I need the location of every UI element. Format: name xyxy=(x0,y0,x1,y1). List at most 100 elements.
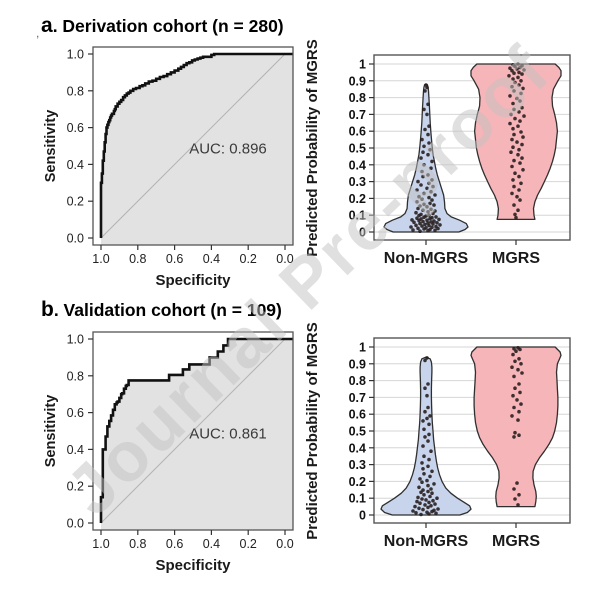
data-dot xyxy=(519,91,523,96)
data-dot xyxy=(517,357,521,361)
data-dot xyxy=(425,218,429,222)
data-dot xyxy=(419,183,423,187)
data-dot xyxy=(516,367,520,372)
data-dot xyxy=(516,62,520,66)
x-tick-label: 0.6 xyxy=(166,537,183,551)
data-dot xyxy=(423,386,427,391)
panel-b-title-text: . Validation cohort (n = 109) xyxy=(53,300,282,320)
data-dot xyxy=(415,188,419,192)
category-label-mgrs: MGRS xyxy=(492,533,540,550)
data-dot xyxy=(421,507,425,512)
data-dot xyxy=(431,184,435,189)
y-tick-label: 1.0 xyxy=(67,48,84,62)
data-dot xyxy=(426,489,430,494)
data-dot xyxy=(518,390,522,395)
data-dot xyxy=(421,419,425,423)
data-dot xyxy=(508,66,512,70)
roc-curve xyxy=(99,52,293,238)
y-tick-label: 0.3 xyxy=(349,175,366,189)
y-tick-label: 0.9 xyxy=(349,357,366,371)
data-dot xyxy=(427,141,431,145)
stray-mark: , xyxy=(36,26,40,40)
data-dot xyxy=(511,352,515,357)
data-dot xyxy=(416,226,420,231)
data-dot xyxy=(521,168,525,172)
data-dot xyxy=(419,156,423,160)
data-dot xyxy=(409,225,413,229)
data-dot xyxy=(434,215,438,219)
y-tick-label: 0.1 xyxy=(349,492,366,506)
data-dot xyxy=(518,198,522,202)
data-dot xyxy=(516,503,520,507)
data-dot xyxy=(516,418,520,422)
data-dot xyxy=(513,116,517,121)
data-dot xyxy=(511,393,515,398)
data-dot xyxy=(422,202,426,207)
y-axis-title: Predicted Probability of MGRS xyxy=(304,39,321,257)
data-dot xyxy=(413,504,417,509)
data-dot xyxy=(520,72,524,76)
panel-a-title-text: . Derivation cohort (n = 280) xyxy=(52,16,284,36)
data-dot xyxy=(430,159,434,164)
panel-a-title: a. Derivation cohort (n = 280) xyxy=(41,14,284,38)
data-dot xyxy=(425,186,429,191)
y-axis-title: Sensitivity xyxy=(43,395,59,468)
data-dot xyxy=(423,409,427,414)
data-dot xyxy=(421,488,425,492)
data-dot xyxy=(420,169,424,174)
data-dot xyxy=(428,414,432,418)
data-dot xyxy=(520,156,524,160)
data-dot xyxy=(427,422,431,427)
data-dot xyxy=(515,194,519,199)
data-dot xyxy=(508,121,512,126)
data-dot xyxy=(518,161,522,165)
data-dot xyxy=(428,474,432,479)
data-dot xyxy=(415,499,419,504)
data-dot xyxy=(517,70,521,75)
data-dot xyxy=(426,102,430,107)
data-dot xyxy=(428,147,432,152)
auc-annotation: AUC: 0.896 xyxy=(189,140,267,157)
y-tick-label: 0.2 xyxy=(67,195,84,209)
data-dot xyxy=(425,416,429,421)
data-dot xyxy=(512,184,516,189)
y-axis-title: Predicted Probability of MGRS xyxy=(304,322,321,540)
data-dot xyxy=(426,132,430,137)
data-dot xyxy=(429,220,433,224)
data-dot xyxy=(416,206,420,211)
data-dot xyxy=(514,215,518,220)
data-dot xyxy=(422,144,426,149)
data-dot xyxy=(515,96,519,101)
panel-b-letter: b xyxy=(41,298,54,321)
data-dot xyxy=(425,510,429,515)
data-dot xyxy=(424,226,428,230)
data-dot xyxy=(422,493,426,497)
x-tick-label: 0.2 xyxy=(240,252,257,266)
data-dot xyxy=(414,210,418,215)
y-tick-label: 0.6 xyxy=(67,121,84,135)
data-dot xyxy=(510,137,514,142)
violin-validation-chart: 0 0.1 0.2 0.3 0.4 0.5 0.6 0.7 0.8 0.9 1 Non-MGRS MGR… xyxy=(304,322,571,550)
data-dot xyxy=(430,198,434,202)
data-dot xyxy=(428,201,432,206)
violin-derivation-chart: 0 0.1 0.2 0.3 0.4 0.5 0.6 0.7 0.8 0.9 1 Non-MGRS MGR… xyxy=(304,39,571,267)
roc-area-shading xyxy=(101,339,293,530)
data-dot xyxy=(421,467,425,471)
data-dot xyxy=(431,498,435,503)
data-dot xyxy=(512,435,516,439)
y-tick-label: 0 xyxy=(359,509,366,523)
data-dot xyxy=(511,77,515,81)
data-dot xyxy=(517,409,521,414)
data-dot xyxy=(435,496,439,501)
x-tick-label: 0.8 xyxy=(129,252,146,266)
plot-box xyxy=(92,46,294,246)
y-tick-label: 0.7 xyxy=(349,391,366,405)
data-dot xyxy=(420,497,424,501)
data-dot xyxy=(432,219,436,223)
data-dot xyxy=(420,224,424,228)
data-dot xyxy=(421,444,425,448)
data-dot xyxy=(417,485,421,490)
data-dot xyxy=(425,393,429,398)
data-dot xyxy=(412,220,416,225)
data-dot xyxy=(421,150,425,154)
